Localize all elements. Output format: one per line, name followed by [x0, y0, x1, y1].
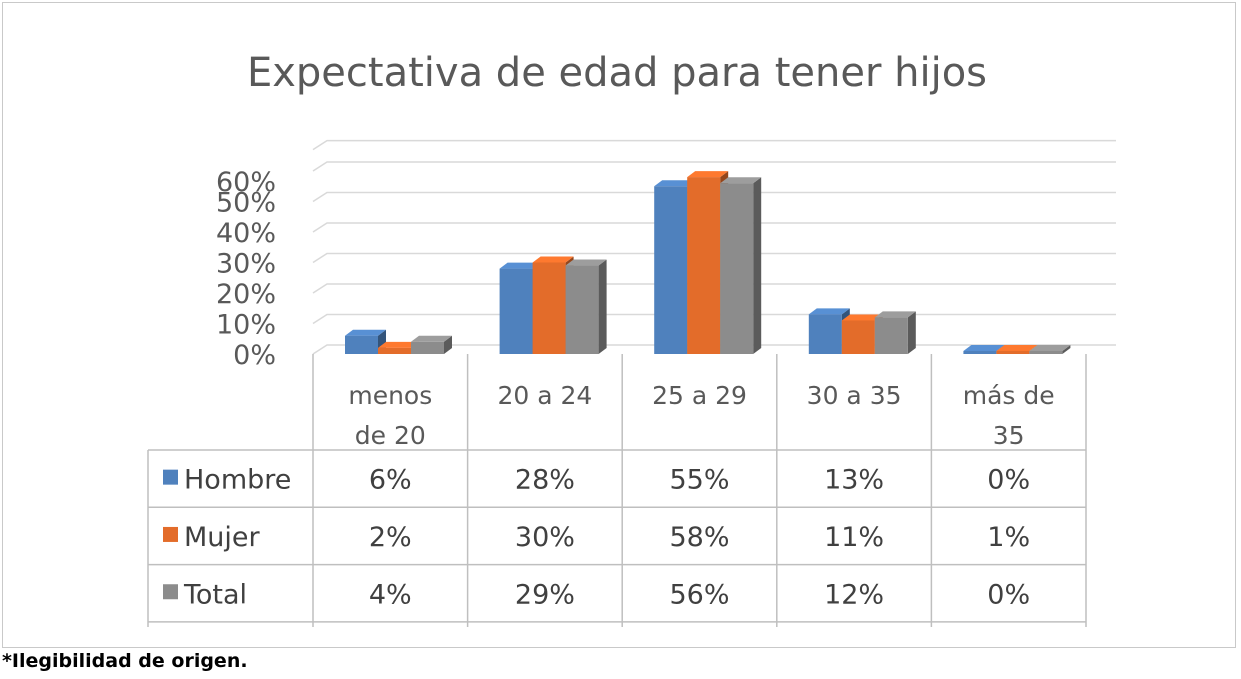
y-tick-label: 50% — [216, 188, 276, 219]
data-label: 55% — [669, 465, 729, 496]
bar-side-total — [1062, 345, 1071, 354]
bar-top-hombre — [963, 345, 1005, 351]
data-label: 0% — [987, 465, 1030, 496]
data-label: 28% — [515, 465, 575, 496]
bar-side-total — [907, 311, 916, 354]
bar-top-mujer — [841, 314, 883, 321]
bar-top-hombre — [499, 262, 541, 269]
gridline — [312, 222, 1116, 233]
category-label: 25 a 29 — [652, 381, 747, 410]
data-label: 12% — [824, 579, 884, 610]
category-label: de 20 — [355, 421, 426, 450]
bar-top-total — [1029, 345, 1071, 351]
bar-side-total — [753, 177, 762, 354]
bar-top-mujer — [687, 171, 729, 178]
bar-top-mujer — [532, 256, 574, 263]
data-label: 4% — [369, 579, 412, 610]
bar-top-total — [720, 177, 762, 184]
y-tick-label: 60% — [216, 167, 276, 198]
gridline — [312, 139, 1116, 151]
y-tick-label: 30% — [216, 249, 276, 280]
bar-top-total — [874, 311, 916, 318]
bar-mujer — [687, 177, 721, 354]
y-tick-label: 10% — [216, 310, 276, 341]
legend-label: Mujer — [184, 522, 261, 553]
bar-total — [874, 317, 908, 354]
data-label: 56% — [669, 579, 729, 610]
legend-key-total — [163, 584, 178, 600]
bar-side-total — [444, 335, 452, 354]
bar-hombre — [963, 351, 997, 354]
bar-top-hombre — [808, 308, 850, 315]
bar-top-hombre — [345, 329, 386, 336]
y-tick-label: 20% — [216, 279, 276, 310]
bar-hombre — [654, 186, 688, 354]
bar-total — [411, 341, 444, 354]
y-tick-label: 40% — [216, 218, 276, 249]
data-label: 13% — [824, 465, 884, 496]
category-label: 35 — [993, 421, 1025, 450]
bar-mujer — [996, 350, 1030, 354]
bar-mujer — [532, 262, 566, 354]
data-label: 58% — [669, 522, 729, 553]
bar-top-total — [565, 259, 607, 266]
bar-mujer — [841, 320, 875, 354]
data-label: 29% — [515, 579, 575, 610]
data-label: 0% — [987, 579, 1030, 610]
bar-total — [720, 183, 754, 354]
bar-hombre — [808, 314, 842, 354]
bar-hombre — [345, 335, 378, 354]
bar-hombre — [499, 268, 533, 354]
y-tick-label: 0% — [233, 340, 276, 371]
data-label: 30% — [515, 522, 575, 553]
category-label: 30 a 35 — [807, 381, 902, 410]
footnote: *Ilegibilidad de origen. — [2, 650, 248, 672]
chart: Expectativa de edad para tener hijos0%10… — [147, 50, 1116, 627]
category-label: menos — [348, 381, 432, 410]
bar-side-total — [598, 259, 607, 354]
bar-top-total — [411, 335, 452, 342]
bar-total — [565, 265, 599, 354]
chart-title: Expectativa de edad para tener hijos — [247, 50, 987, 96]
bar-top-hombre — [654, 180, 696, 187]
gridline — [312, 191, 1116, 203]
legend-label: Hombre — [184, 465, 291, 496]
bar-total — [1029, 351, 1063, 354]
bar-mujer — [378, 347, 411, 354]
bar-top-mujer — [996, 344, 1038, 351]
data-label: 11% — [824, 522, 884, 553]
category-label: 20 a 24 — [497, 381, 592, 410]
gridline — [312, 252, 1116, 264]
legend-key-hombre — [163, 469, 178, 485]
category-label: más de — [963, 381, 1055, 410]
data-label: 6% — [369, 465, 412, 496]
gridline — [312, 283, 1116, 294]
data-label: 1% — [987, 522, 1030, 553]
bar-top-mujer — [378, 341, 419, 348]
legend-label: Total — [183, 579, 247, 610]
gridline — [312, 161, 1116, 172]
chart-frame — [2, 2, 1236, 648]
data-label: 2% — [369, 522, 412, 553]
legend-key-mujer — [163, 526, 178, 542]
